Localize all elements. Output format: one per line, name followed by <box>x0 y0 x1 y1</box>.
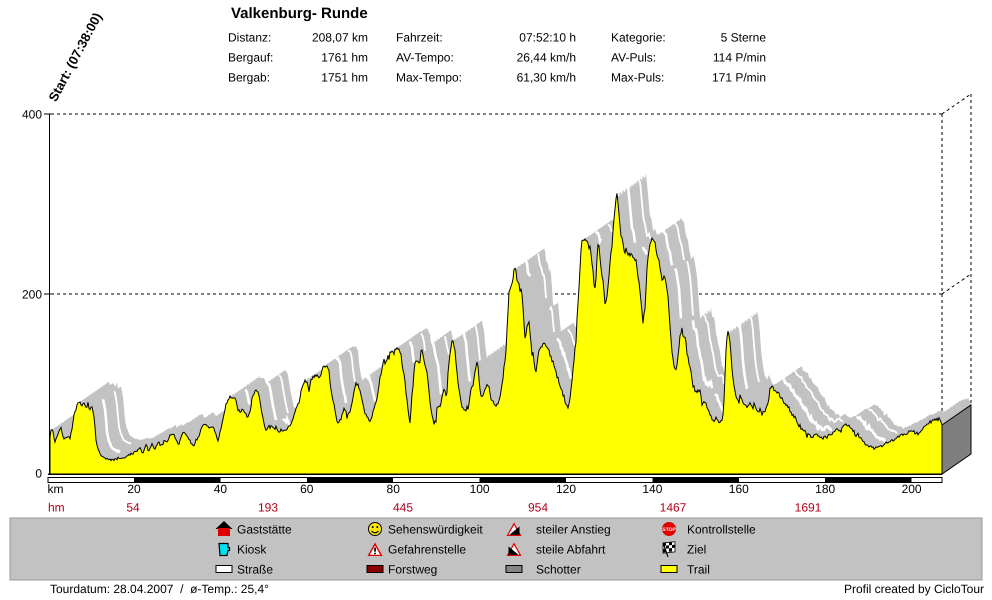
svg-text:1761 hm: 1761 hm <box>321 51 368 65</box>
svg-text:Kiosk: Kiosk <box>237 543 267 557</box>
svg-text:400: 400 <box>22 108 42 122</box>
svg-text:193: 193 <box>258 501 278 515</box>
svg-text:steiler Anstieg: steiler Anstieg <box>536 523 611 537</box>
svg-text:20: 20 <box>127 482 141 496</box>
svg-text:steile Abfahrt: steile Abfahrt <box>536 543 606 557</box>
svg-text:Kategorie:: Kategorie: <box>611 31 666 45</box>
svg-text:AV-Tempo:: AV-Tempo: <box>396 51 454 65</box>
svg-text:Max-Puls:: Max-Puls: <box>611 71 664 85</box>
svg-text:160: 160 <box>729 482 749 496</box>
svg-text:171 P/min: 171 P/min <box>712 71 766 85</box>
svg-text:Forstweg: Forstweg <box>388 563 437 577</box>
svg-text:Ziel: Ziel <box>687 543 706 557</box>
svg-text:Distanz:: Distanz: <box>228 31 271 45</box>
svg-text:80: 80 <box>387 482 401 496</box>
svg-text:54: 54 <box>126 501 140 515</box>
svg-text:5 Sterne: 5 Sterne <box>721 31 767 45</box>
svg-text:Straße: Straße <box>237 563 273 577</box>
svg-text:km: km <box>48 482 64 496</box>
svg-text:Max-Tempo:: Max-Tempo: <box>396 71 462 85</box>
svg-text:Sehenswürdigkeit: Sehenswürdigkeit <box>388 523 483 537</box>
svg-text:07:52:10 h: 07:52:10 h <box>519 31 576 45</box>
svg-text:120: 120 <box>556 482 576 496</box>
svg-text:1691: 1691 <box>795 501 822 515</box>
svg-text:60: 60 <box>300 482 314 496</box>
svg-text:40: 40 <box>214 482 228 496</box>
svg-text:0: 0 <box>35 467 42 481</box>
svg-text:STOP: STOP <box>662 527 676 533</box>
svg-text:AV-Puls:: AV-Puls: <box>611 51 656 65</box>
svg-text:954: 954 <box>528 501 548 515</box>
svg-text:Profil created by CicloTour: Profil created by CicloTour <box>844 582 984 596</box>
svg-text:1467: 1467 <box>660 501 687 515</box>
svg-text:Valkenburg- Runde: Valkenburg- Runde <box>231 5 368 22</box>
svg-text:200: 200 <box>902 482 922 496</box>
svg-text:1751 hm: 1751 hm <box>321 71 368 85</box>
svg-text:208,07 km: 208,07 km <box>312 31 368 45</box>
svg-text:180: 180 <box>815 482 835 496</box>
svg-text:hm: hm <box>48 501 65 515</box>
svg-text:114 P/min: 114 P/min <box>713 51 766 65</box>
svg-text:200: 200 <box>22 288 42 302</box>
svg-text:Gefahrenstelle: Gefahrenstelle <box>388 543 466 557</box>
svg-text:Fahrzeit:: Fahrzeit: <box>396 31 443 45</box>
svg-text:Schotter: Schotter <box>536 563 581 577</box>
svg-text:445: 445 <box>393 501 413 515</box>
svg-text:Bergauf:: Bergauf: <box>228 51 273 65</box>
svg-text:Trail: Trail <box>687 563 710 577</box>
svg-text:Kontrollstelle: Kontrollstelle <box>687 523 756 537</box>
svg-text:26,44 km/h: 26,44 km/h <box>517 51 576 65</box>
svg-text:Gaststätte: Gaststätte <box>237 523 292 537</box>
svg-text:61,30 km/h: 61,30 km/h <box>517 71 576 85</box>
svg-text:140: 140 <box>642 482 662 496</box>
svg-text:100: 100 <box>470 482 490 496</box>
svg-text:Bergab:: Bergab: <box>228 71 270 85</box>
svg-text:Tourdatum: 28.04.2007 / ø-Te: Tourdatum: 28.04.2007 / ø-Temp.: 25,4° <box>50 582 269 596</box>
